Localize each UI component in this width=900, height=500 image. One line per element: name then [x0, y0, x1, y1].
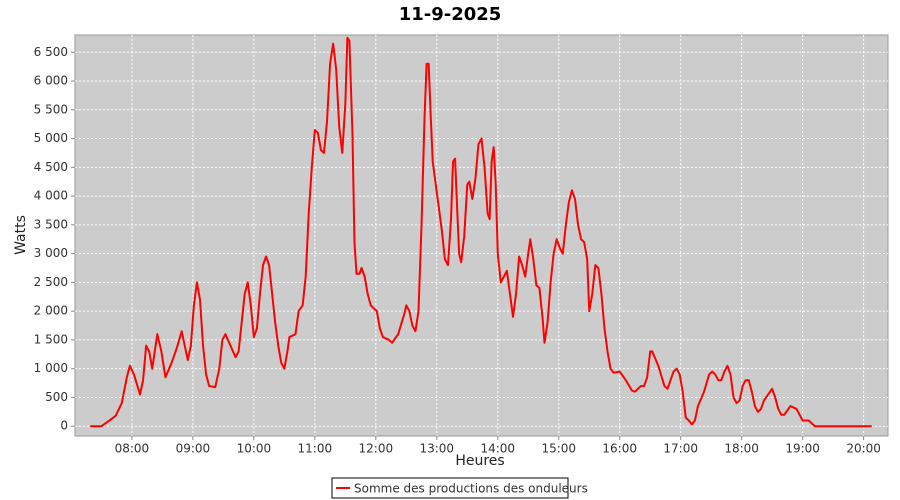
legend-box [331, 477, 569, 499]
y-tick-label: 2 500 [34, 275, 68, 289]
x-tick-label: 18:00 [724, 442, 759, 456]
x-tick-label: 14:00 [480, 442, 515, 456]
y-tick-label: 6 500 [34, 45, 68, 59]
legend: Somme des productions des onduleurs [331, 477, 588, 499]
y-tick-label: 6 000 [34, 74, 68, 88]
x-tick-label: 11:00 [298, 442, 333, 456]
x-tick-label: 12:00 [359, 442, 394, 456]
x-tick-label: 09:00 [176, 442, 211, 456]
y-tick-label: 1 500 [34, 332, 68, 346]
x-axis-label: Heures [455, 453, 504, 469]
data-line [90, 36, 872, 428]
y-tick-label: 4 500 [34, 160, 68, 174]
y-tick-label: 5 000 [34, 131, 68, 145]
x-tick-label: 13:00 [419, 442, 454, 456]
plot-area [74, 34, 889, 437]
y-tick-label: 3 000 [34, 246, 68, 260]
x-tick-label: 16:00 [602, 442, 637, 456]
chart-title: 11-9-2025 [399, 4, 502, 25]
y-tick-label: 2 000 [34, 304, 68, 318]
y-tick-label: 0 [60, 419, 68, 433]
y-tick-label: 5 500 [34, 102, 68, 116]
y-tick-label: 4 000 [34, 189, 68, 203]
legend-label: Somme des productions des onduleurs [354, 482, 588, 496]
x-tick-label: 20:00 [846, 442, 881, 456]
y-axis-label: Watts [13, 215, 29, 255]
x-tick-label: 19:00 [785, 442, 820, 456]
x-tick-label: 10:00 [237, 442, 272, 456]
x-tick-label: 17:00 [663, 442, 698, 456]
y-tick-label: 500 [45, 390, 68, 404]
y-tick-label: 3 500 [34, 217, 68, 231]
y-tick-label: 1 000 [34, 361, 68, 375]
x-tick-label: 08:00 [115, 442, 150, 456]
x-tick-label: 15:00 [541, 442, 576, 456]
